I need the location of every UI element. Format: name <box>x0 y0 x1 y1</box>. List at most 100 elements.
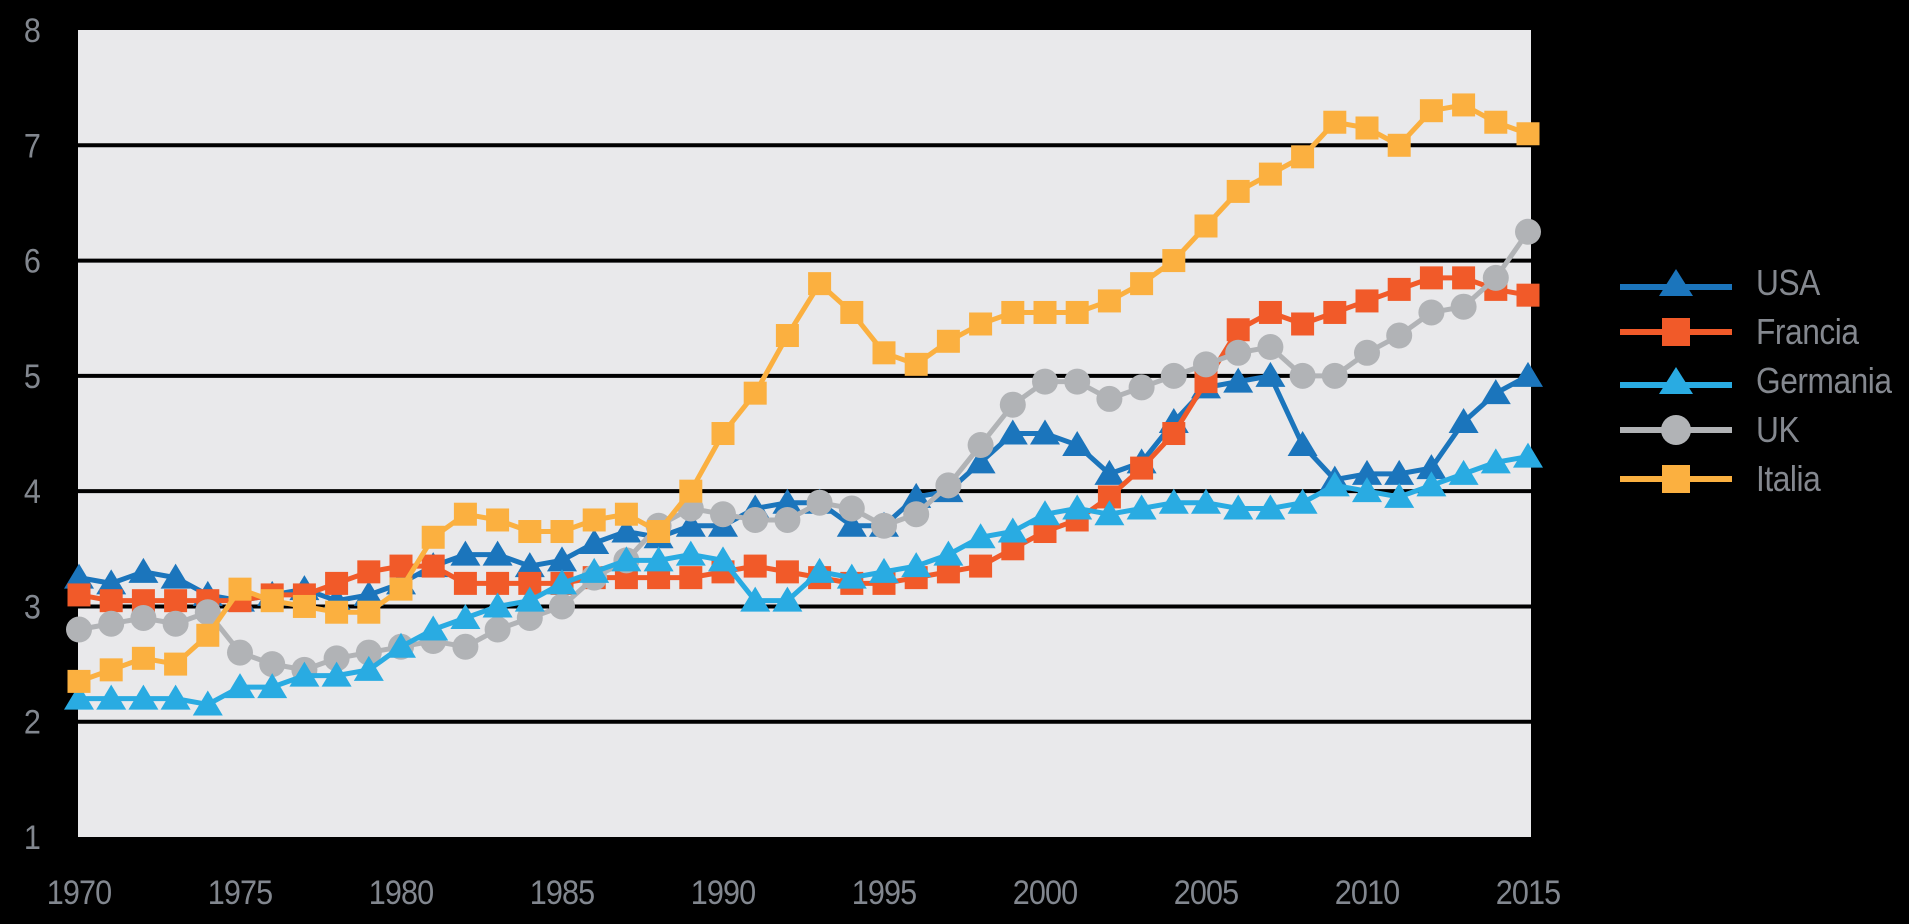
point-marker <box>1516 283 1540 307</box>
point-marker <box>1257 334 1284 361</box>
point-marker <box>1193 351 1219 378</box>
point-marker <box>836 563 867 589</box>
point-marker <box>582 508 606 532</box>
point-marker <box>357 560 381 584</box>
point-marker <box>1030 500 1060 526</box>
x-tick-1980: 1980 <box>369 874 433 912</box>
point-marker <box>1480 448 1511 474</box>
point-marker <box>482 592 513 618</box>
point-marker <box>579 557 610 583</box>
y-tick-6: 6 <box>24 242 40 280</box>
point-marker <box>999 391 1026 418</box>
point-marker <box>1223 494 1254 520</box>
point-marker <box>1194 214 1218 238</box>
point-marker <box>935 472 962 499</box>
point-marker <box>903 501 930 528</box>
point-marker <box>1452 93 1476 117</box>
point-marker <box>1162 249 1186 273</box>
point-marker <box>806 489 833 516</box>
point-marker <box>259 651 286 678</box>
x-tick-1985: 1985 <box>530 874 594 912</box>
point-marker <box>1323 110 1347 134</box>
point-marker <box>1255 494 1286 520</box>
point-marker <box>99 658 123 682</box>
x-tick-1970: 1970 <box>47 874 111 912</box>
point-marker <box>1419 99 1443 123</box>
point-marker <box>1450 293 1477 320</box>
legend-item-italia: Italia <box>1618 454 1909 503</box>
x-tick-2015: 2015 <box>1496 874 1560 912</box>
point-marker <box>1321 362 1348 389</box>
point-marker <box>679 566 703 590</box>
point-marker <box>453 571 477 595</box>
point-marker <box>997 419 1028 445</box>
point-marker <box>96 684 127 710</box>
x-tick-1995: 1995 <box>852 874 916 912</box>
point-marker <box>550 520 574 544</box>
germania-line-triangle-swatch <box>1620 366 1732 394</box>
series-line-francia <box>78 275 1529 604</box>
x-tick-1990: 1990 <box>691 874 755 912</box>
point-marker <box>66 616 92 643</box>
point-marker <box>1416 471 1447 497</box>
point-marker <box>611 517 642 543</box>
series-line-germania <box>79 454 1529 708</box>
y-tick-1: 1 <box>24 819 40 857</box>
point-marker <box>386 632 416 658</box>
point-marker <box>164 652 188 676</box>
legend-label-germania: Germania <box>1756 359 1892 401</box>
point-marker <box>742 506 769 533</box>
point-marker <box>643 546 674 572</box>
point-marker <box>1289 362 1316 389</box>
point-marker <box>838 495 865 522</box>
point-marker <box>1225 339 1252 366</box>
x-tick-1975: 1975 <box>208 874 272 912</box>
gridlines <box>78 143 1531 724</box>
point-marker <box>675 511 706 537</box>
point-marker <box>450 540 481 566</box>
point-marker <box>260 589 284 613</box>
point-marker <box>1032 368 1058 395</box>
point-marker <box>389 577 413 601</box>
point-marker <box>679 479 703 503</box>
point-marker <box>1065 300 1089 324</box>
legend-item-uk: UK <box>1618 405 1909 454</box>
point-marker <box>1352 477 1382 503</box>
point-marker <box>1062 494 1093 520</box>
legend: USA Francia Germania UK <box>1618 258 1909 503</box>
point-marker <box>67 669 91 693</box>
point-marker <box>64 563 94 589</box>
point-marker <box>1226 179 1250 203</box>
point-marker <box>1516 122 1540 146</box>
point-marker <box>1062 431 1093 457</box>
point-marker <box>1387 133 1411 157</box>
series-uk <box>66 218 1541 683</box>
point-marker <box>743 381 767 405</box>
point-marker <box>1355 116 1379 140</box>
point-marker <box>1384 459 1415 485</box>
point-marker <box>1258 162 1282 186</box>
point-marker <box>775 324 799 348</box>
point-marker <box>647 566 671 590</box>
legend-label-uk: UK <box>1756 408 1800 450</box>
point-marker <box>772 586 803 612</box>
point-marker <box>1513 442 1543 468</box>
point-marker <box>1126 494 1157 520</box>
point-marker <box>225 673 255 699</box>
point-marker <box>1160 362 1187 389</box>
series-line-italia <box>78 102 1529 684</box>
point-marker <box>1416 454 1447 480</box>
point-marker <box>547 546 577 572</box>
italia-line-square-swatch <box>1620 464 1732 493</box>
point-marker <box>965 523 996 549</box>
point-marker <box>675 540 706 566</box>
point-marker <box>389 554 413 578</box>
point-marker <box>98 610 125 637</box>
point-marker <box>1030 419 1060 445</box>
point-marker <box>1094 459 1125 485</box>
point-marker <box>1226 318 1250 342</box>
series-line-usa <box>78 373 1530 604</box>
point-marker <box>901 482 932 508</box>
point-marker <box>130 604 157 631</box>
point-marker <box>162 610 189 637</box>
